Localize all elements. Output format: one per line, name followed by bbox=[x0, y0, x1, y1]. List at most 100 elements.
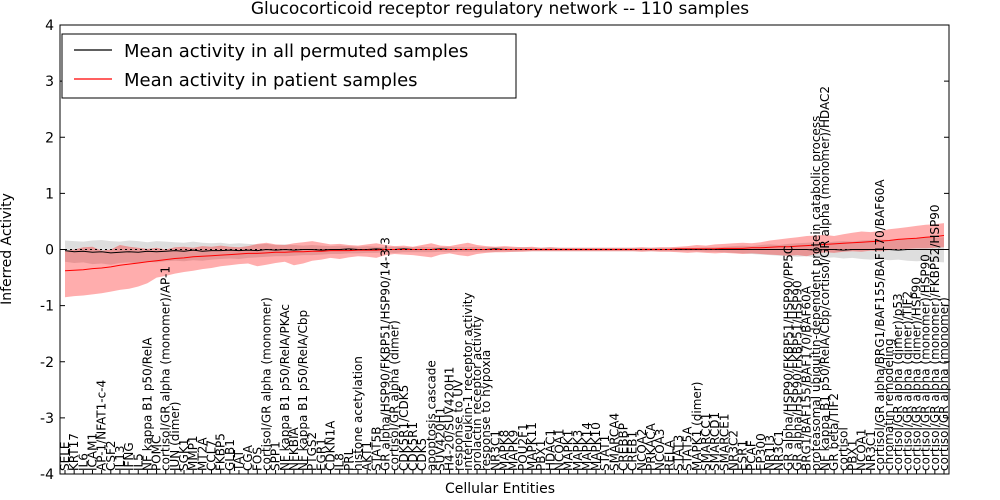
y-tick-label: 2 bbox=[45, 130, 54, 146]
category-label: cortisol/GR alpha (monomer)/HSP90 bbox=[919, 254, 933, 471]
category-label: apoptosis cascade bbox=[424, 360, 438, 471]
category-label: STAT3 bbox=[672, 435, 686, 471]
category-label: AP-1/NFAT1-c-4 bbox=[95, 380, 109, 471]
series-line-patient bbox=[64, 235, 945, 272]
category-label: CDK5R1/CDK5 bbox=[397, 385, 411, 471]
y-tick-label: 0 bbox=[45, 243, 54, 259]
category-label: SMARCA4 bbox=[607, 413, 621, 471]
category-label: chromatin remodeling bbox=[882, 338, 896, 471]
category-label: MAPK11 bbox=[525, 422, 539, 471]
category-label: cortisol/GR alpha/BRG1/BAF155/BAF170/BAF… bbox=[873, 179, 887, 471]
category-label: RELA bbox=[662, 439, 676, 471]
category-label: FOS bbox=[250, 447, 264, 471]
category-label: NCOA1 bbox=[855, 429, 869, 471]
category-label: NR3C1 bbox=[772, 430, 786, 471]
y-tick-label: 4 bbox=[45, 18, 54, 34]
category-label: CGA bbox=[241, 444, 255, 471]
category-label: MAPK1 (dimer) bbox=[690, 382, 704, 471]
category-label: CREBBP bbox=[617, 423, 631, 471]
category-label: FKBP5 bbox=[214, 433, 228, 471]
legend-label-permuted: Mean activity in all permuted samples bbox=[124, 41, 468, 62]
category-label: GR alpha/HSP90/FKBP51/HSP90/14-3-3 bbox=[379, 237, 393, 471]
category-label: GR alpha/HSP90/FKBP51/HSP90/PP5C bbox=[781, 246, 795, 471]
category-label: proteasomal ubiquitin-dependent protein … bbox=[809, 116, 823, 471]
category-label: IL13 bbox=[113, 445, 127, 471]
category-label: HDAC1 bbox=[543, 429, 557, 471]
category-label: cortisol/GR alpha (monomer) bbox=[259, 297, 273, 471]
category-label: PCAF bbox=[745, 440, 759, 471]
chart-title: Glucocorticoid receptor regulatory netwo… bbox=[251, 0, 749, 19]
category-label: STAT1 bbox=[598, 435, 612, 471]
category-label: MAPK1 bbox=[562, 430, 576, 471]
category-label: ESR1 bbox=[736, 440, 750, 471]
category-label: cortisol/GR alpha (dimer) bbox=[388, 320, 402, 471]
y-tick-label: -2 bbox=[40, 355, 54, 371]
x-axis-ticks bbox=[64, 470, 945, 474]
category-label: AKT1 bbox=[360, 441, 374, 471]
category-label: POMC bbox=[150, 436, 164, 471]
category-label: PRKACA bbox=[644, 422, 658, 471]
category-label: MAPK9 bbox=[507, 430, 521, 471]
category-label: PRL bbox=[342, 448, 356, 471]
category-label: cortisol/GR alpha (dimer)/p53 bbox=[891, 293, 905, 471]
category-label: CDK5R1 bbox=[406, 422, 420, 471]
series-lines bbox=[64, 235, 945, 272]
category-label: CSF2 bbox=[104, 440, 118, 471]
category-label: cortisol/GR alpha (monomer)/FKBP52/HSP90 bbox=[928, 204, 942, 471]
category-label: NF kappa B1 p50/RelA bbox=[140, 337, 154, 471]
category-label: MMP1 bbox=[186, 435, 200, 471]
y-tick-label: -3 bbox=[40, 411, 54, 427]
category-label: cortisol bbox=[836, 427, 850, 471]
category-label: MAPK8 bbox=[498, 430, 512, 471]
category-label: NR3C1 bbox=[488, 430, 502, 471]
category-label: EGR1 bbox=[314, 438, 328, 471]
category-label: NF kappa B1 p50/RelA/PKAc bbox=[278, 304, 292, 471]
category-label: cortisol/GR alpha (monomer)/AP-1 bbox=[159, 266, 173, 471]
category-label: SPP1 bbox=[269, 441, 283, 471]
category-label: NFKBIA bbox=[287, 426, 301, 471]
category-label: NCOA3 bbox=[653, 429, 667, 471]
category-label: STAT5B bbox=[369, 426, 383, 471]
y-tick-label: 3 bbox=[45, 74, 54, 90]
y-axis-label: Inferred Activity bbox=[0, 193, 15, 305]
category-label: interleukin-1 receptor activity bbox=[461, 292, 475, 471]
category-label: CDKN1A bbox=[324, 420, 338, 471]
category-labels: SELEKRT17IL6ICAM1AP-1/NFAT1-c-4CSF2IL13I… bbox=[58, 86, 951, 472]
category-label: ICAM1 bbox=[86, 433, 100, 471]
category-label: MAPK3 bbox=[571, 430, 585, 471]
y-tick-label: -4 bbox=[40, 467, 54, 483]
category-label: PTGS2 bbox=[305, 432, 319, 471]
category-label: CCL7 bbox=[205, 440, 219, 471]
category-label: MAPK10 bbox=[589, 422, 603, 471]
category-label: GLB1 bbox=[223, 439, 237, 471]
category-label: NF kappa B1 p50/RelA/Cbp/cortisol/GR alp… bbox=[818, 86, 832, 471]
category-label: JUN (dimer) bbox=[168, 402, 182, 472]
category-label: KRT17 bbox=[67, 433, 81, 471]
plot-frame bbox=[59, 24, 950, 475]
category-label: IL5 bbox=[131, 453, 145, 471]
legend-box bbox=[61, 33, 517, 99]
category-label: NCOA1 bbox=[552, 429, 566, 471]
category-label: NR3C2 bbox=[726, 430, 740, 471]
category-label: SMARCE1 bbox=[717, 414, 731, 472]
category-label: IL6 bbox=[76, 453, 90, 471]
category-label: SGK1 bbox=[177, 439, 191, 471]
category-label: cortisol/GR alpha (monomer) bbox=[937, 297, 951, 471]
band-patient bbox=[65, 223, 944, 298]
category-label: POU2F1 bbox=[516, 423, 530, 471]
category-label: CREB1 bbox=[626, 431, 640, 471]
category-label: H4-20/SUV420H1 bbox=[443, 367, 457, 471]
y-tick-label: -1 bbox=[40, 299, 54, 315]
category-label: IL8 bbox=[333, 453, 347, 471]
category-label: NF kappa B1 p50/RelA/Cbp bbox=[296, 310, 310, 471]
category-label: NCOA2 bbox=[635, 429, 649, 471]
category-label: EP300 bbox=[754, 433, 768, 471]
category-label: IFNG bbox=[122, 442, 136, 471]
category-label: STAT5A bbox=[681, 426, 695, 471]
category-label: GR beta/TIF2 bbox=[827, 393, 841, 471]
category-label: MT2A bbox=[195, 437, 209, 471]
category-label: response to hypoxia bbox=[479, 350, 493, 471]
category-label: MAPK14 bbox=[580, 422, 594, 471]
confidence-bands bbox=[65, 223, 944, 298]
category-label: NR1I3 bbox=[763, 435, 777, 471]
